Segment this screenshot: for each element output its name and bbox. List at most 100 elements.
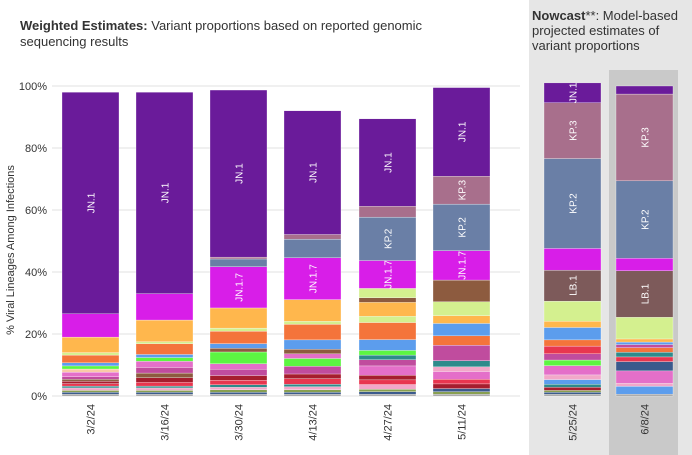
bar-segment-brown[interactable] — [283, 349, 342, 354]
bar-segment-magenta[interactable] — [283, 366, 342, 375]
bar-segment-magenta[interactable] — [135, 367, 194, 374]
bar-stack[interactable]: JN.1 — [135, 92, 194, 397]
bar-segment-darkred[interactable] — [209, 375, 268, 381]
bar-segment-olive[interactable] — [283, 389, 342, 393]
bar-segment-magenta[interactable] — [432, 345, 491, 361]
bar-segment-olive[interactable] — [432, 391, 491, 395]
bar-segment-kp3[interactable] — [283, 234, 342, 240]
bar-segment-grey[interactable] — [615, 393, 674, 397]
bar-segment-grey[interactable] — [135, 393, 194, 397]
bar-segment-kp2[interactable] — [543, 158, 602, 249]
bar-segment-navy[interactable] — [61, 392, 120, 395]
bar-segment-olive[interactable] — [543, 390, 602, 393]
bar-segment-darkred[interactable] — [135, 377, 194, 383]
bar-stack[interactable]: KP.3 KP.2 LB.1 — [615, 85, 674, 397]
bar-segment-magenta[interactable] — [209, 369, 268, 376]
bar-segment-red[interactable] — [543, 345, 602, 354]
bar-segment-lime[interactable] — [543, 300, 602, 322]
bar-segment-red[interactable] — [61, 383, 120, 387]
bar-segment-kp2[interactable] — [358, 216, 417, 261]
bar-segment-grey[interactable] — [61, 393, 120, 397]
bar-segment-jn1[interactable] — [283, 110, 342, 235]
bar-segment-darkred[interactable] — [543, 387, 602, 391]
bar-segment-orange[interactable] — [432, 335, 491, 346]
bar-segment-jn17[interactable] — [135, 293, 194, 321]
bar-segment-lime[interactable] — [358, 316, 417, 323]
bar-segment-jn17[interactable] — [209, 266, 268, 309]
bar-segment-jn1[interactable] — [432, 87, 491, 177]
bar-segment-darkred[interactable] — [283, 373, 342, 379]
bar-segment-kp3[interactable] — [543, 102, 602, 159]
bar-segment-kp2[interactable] — [432, 203, 491, 251]
bar-segment-red[interactable] — [209, 380, 268, 385]
bar-segment-green[interactable] — [209, 351, 268, 364]
bar-segment-navy[interactable] — [135, 392, 194, 395]
bar-segment-brown[interactable] — [209, 348, 268, 353]
bar-segment-jn17[interactable] — [61, 313, 120, 338]
bar-segment-lightpink[interactable] — [209, 387, 268, 390]
bar-segment-grey[interactable] — [283, 393, 342, 397]
bar-segment-orange[interactable] — [615, 347, 674, 353]
bar-segment-gold[interactable] — [615, 338, 674, 343]
bar-segment-lightpink[interactable] — [135, 387, 194, 391]
bar-segment-gold[interactable] — [209, 307, 268, 329]
bar-stack[interactable]: JN.1 JN.1.7 — [209, 89, 268, 397]
bar-segment-lime[interactable] — [61, 352, 120, 356]
bar-segment-lb1[interactable] — [615, 270, 674, 318]
bar-segment-kp2[interactable] — [283, 238, 342, 258]
bar-segment-grey[interactable] — [358, 393, 417, 397]
bar-segment-peach[interactable] — [61, 368, 120, 373]
bar-segment-green[interactable] — [543, 359, 602, 366]
bar-segment-gold[interactable] — [283, 299, 342, 322]
bar-segment-blue[interactable] — [615, 341, 674, 345]
bar-segment-grey[interactable] — [209, 393, 268, 397]
bar-segment-lime[interactable] — [283, 321, 342, 325]
bar-segment-red[interactable] — [615, 356, 674, 362]
bar-segment-teal[interactable] — [135, 385, 194, 389]
bar-segment-gold[interactable] — [543, 321, 602, 328]
bar-segment-grey[interactable] — [432, 393, 491, 397]
bar-segment-pink[interactable] — [61, 371, 120, 377]
bar-segment-blue[interactable] — [358, 339, 417, 351]
bar-segment-lightpink[interactable] — [615, 383, 674, 387]
bar-segment-blue[interactable] — [615, 386, 674, 395]
bar-segment-blue[interactable] — [283, 339, 342, 350]
bar-segment-jn1[interactable] — [615, 85, 674, 95]
bar-segment-brown[interactable] — [135, 372, 194, 378]
bar-segment-lightpink[interactable] — [283, 386, 342, 390]
bar-stack[interactable]: JN.1 KP.3 KP.2 LB.1 — [543, 82, 602, 397]
bar-segment-orange[interactable] — [543, 339, 602, 347]
bar-segment-navy[interactable] — [432, 388, 491, 392]
bar-segment-lightpink[interactable] — [61, 387, 120, 391]
bar-segment-blue[interactable] — [209, 343, 268, 349]
bar-segment-magenta[interactable] — [615, 344, 674, 348]
bar-segment-darkred[interactable] — [358, 375, 417, 381]
bar-segment-pink[interactable] — [283, 353, 342, 359]
bar-stack[interactable]: JN.1 KP.3 KP.2 JN.1.7 — [432, 87, 491, 397]
bar-segment-brown[interactable] — [432, 279, 491, 302]
bar-segment-olive[interactable] — [135, 390, 194, 393]
bar-segment-lb1[interactable] — [543, 269, 602, 302]
bar-segment-blue[interactable] — [543, 379, 602, 385]
bar-segment-gold[interactable] — [135, 319, 194, 342]
bar-segment-lightpink[interactable] — [432, 366, 491, 372]
bar-segment-kp3[interactable] — [358, 206, 417, 218]
bar-segment-orange[interactable] — [135, 343, 194, 355]
bar-segment-lime[interactable] — [135, 341, 194, 344]
bar-segment-green[interactable] — [135, 357, 194, 362]
bar-segment-jn17[interactable] — [615, 258, 674, 271]
bar-segment-green[interactable] — [358, 350, 417, 356]
bar-segment-navy[interactable] — [615, 361, 674, 372]
bar-segment-grey[interactable] — [543, 393, 602, 397]
bar-segment-gold[interactable] — [61, 336, 120, 353]
bar-segment-orange[interactable] — [209, 331, 268, 344]
bar-segment-kp3[interactable] — [209, 256, 268, 260]
bar-segment-teal[interactable] — [61, 385, 120, 389]
bar-segment-pink[interactable] — [432, 371, 491, 380]
bar-segment-magenta[interactable] — [358, 359, 417, 367]
bar-segment-kp2[interactable] — [615, 180, 674, 259]
bar-segment-pink[interactable] — [209, 363, 268, 370]
bar-segment-green[interactable] — [283, 358, 342, 367]
bar-stack[interactable]: JN.1 JN.1.7 — [283, 110, 342, 397]
bar-segment-brown[interactable] — [61, 379, 120, 382]
